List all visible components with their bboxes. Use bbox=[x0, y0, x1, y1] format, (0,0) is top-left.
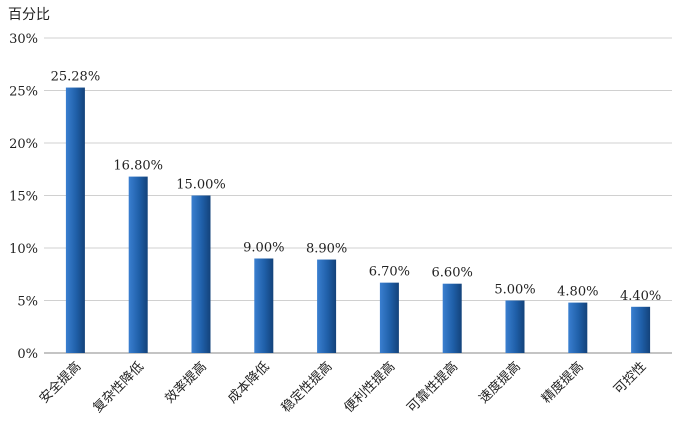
data-label: 25.28% bbox=[51, 70, 101, 85]
bar bbox=[442, 283, 462, 353]
bar bbox=[191, 195, 211, 353]
x-tick-label: 便利性提高 bbox=[341, 359, 398, 416]
bar bbox=[379, 282, 399, 353]
bar bbox=[65, 87, 85, 353]
y-tick-label: 30% bbox=[9, 32, 38, 47]
x-tick-label: 速度提高 bbox=[476, 359, 524, 407]
bar bbox=[505, 300, 525, 353]
x-tick-label: 复杂性降低 bbox=[90, 359, 147, 416]
x-tick-label: 安全提高 bbox=[36, 359, 84, 407]
bar bbox=[128, 176, 148, 353]
data-label: 6.60% bbox=[432, 266, 473, 281]
y-tick-label: 25% bbox=[9, 85, 38, 100]
data-label: 8.90% bbox=[306, 242, 347, 257]
x-tick-label: 可靠性提高 bbox=[404, 359, 461, 416]
bar bbox=[631, 306, 651, 353]
y-tick-label: 20% bbox=[9, 137, 38, 152]
y-tick-label: 15% bbox=[9, 190, 38, 205]
x-tick-label: 稳定性提高 bbox=[278, 359, 335, 416]
y-tick-label: 10% bbox=[9, 242, 38, 257]
data-label: 15.00% bbox=[176, 178, 226, 193]
y-tick-label: 0% bbox=[17, 347, 38, 362]
data-label: 16.80% bbox=[113, 159, 163, 174]
data-label: 6.70% bbox=[369, 265, 410, 280]
data-label: 4.40% bbox=[620, 289, 661, 304]
bar bbox=[317, 259, 337, 353]
x-tick-label: 精度提高 bbox=[539, 359, 587, 407]
y-tick-label: 5% bbox=[17, 295, 38, 310]
bar bbox=[254, 258, 274, 353]
data-label: 5.00% bbox=[494, 283, 535, 298]
y-axis-title: 百分比 bbox=[8, 7, 50, 23]
x-tick-label: 成本降低 bbox=[225, 359, 272, 406]
x-tick-label: 效率提高 bbox=[162, 359, 210, 407]
x-tick-label: 可控性 bbox=[611, 359, 649, 397]
data-label: 9.00% bbox=[243, 241, 284, 256]
bar bbox=[568, 302, 588, 353]
data-label: 4.80% bbox=[557, 285, 598, 300]
